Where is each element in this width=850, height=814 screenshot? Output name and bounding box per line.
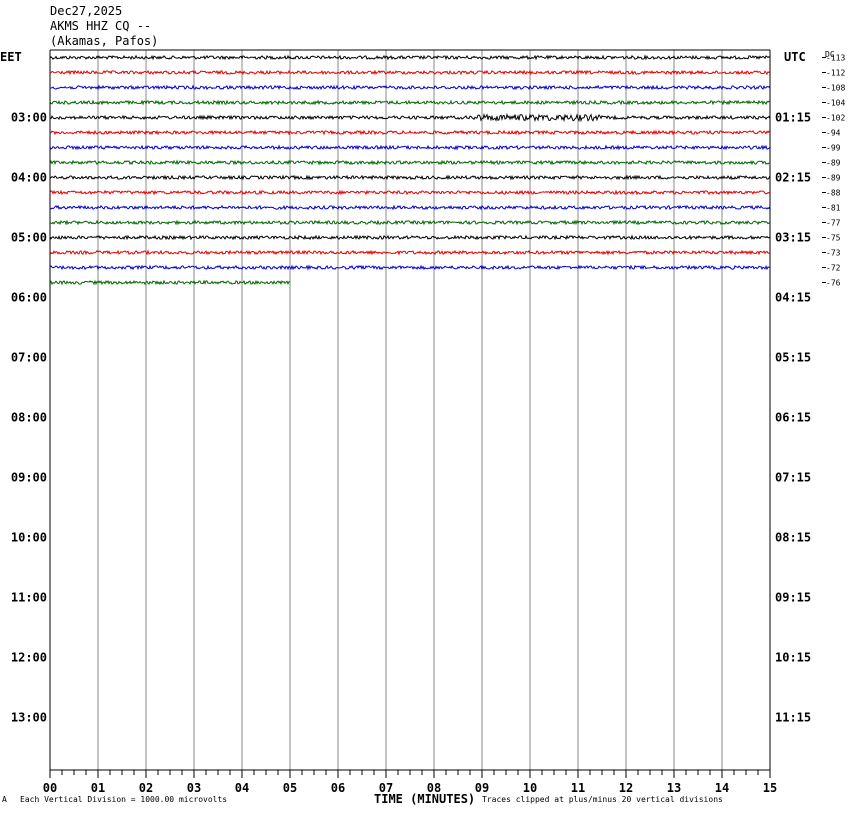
dc-offset-label: -104 [826, 99, 845, 108]
dc-offset-label: -76 [826, 279, 841, 288]
left-hour-label: 13:00 [11, 711, 47, 725]
right-hour-label: 07:15 [775, 471, 811, 485]
right-hour-label: 08:15 [775, 531, 811, 545]
x-tick-label: 02 [139, 781, 153, 795]
seismic-trace [49, 84, 771, 91]
right-hour-label: 09:15 [775, 591, 811, 605]
dc-offset-label: -72 [826, 264, 841, 273]
left-hour-label: 05:00 [11, 231, 47, 245]
dc-offset-label: -77 [826, 219, 841, 228]
dc-offset-label: -108 [826, 84, 845, 93]
x-tick-label: 03 [187, 781, 201, 795]
dc-offset-label: -89 [826, 159, 841, 168]
dc-offset-label: -113 [826, 54, 845, 63]
left-hour-label: 08:00 [11, 411, 47, 425]
station-location: (Akamas, Pafos) [50, 34, 159, 48]
x-tick-label: 01 [91, 781, 105, 795]
dc-offset-label: -99 [826, 144, 841, 153]
left-timezone-label: EET [0, 50, 22, 64]
seismic-trace [49, 112, 771, 123]
seismic-trace [49, 129, 771, 136]
x-axis-title: TIME (MINUTES) [374, 792, 476, 806]
seismic-trace [49, 204, 771, 211]
x-tick-label: 05 [283, 781, 297, 795]
dc-offset-label: -94 [826, 129, 841, 138]
x-tick-label: 06 [331, 781, 345, 795]
seismic-trace [49, 69, 771, 76]
x-tick-label: 09 [475, 781, 489, 795]
seismic-trace [49, 144, 771, 151]
seismic-trace [49, 234, 771, 241]
seismic-trace [49, 219, 771, 226]
right-hour-label: 06:15 [775, 411, 811, 425]
dc-offset-label: -75 [826, 234, 841, 243]
right-hour-label: 01:15 [775, 111, 811, 125]
dc-offset-label: -81 [826, 204, 841, 213]
seismic-trace [49, 279, 291, 286]
seismic-trace [49, 264, 771, 271]
seismic-trace [49, 174, 771, 181]
right-hour-label: 02:15 [775, 171, 811, 185]
seismic-trace [49, 54, 771, 61]
left-hour-label: 12:00 [11, 651, 47, 665]
x-tick-label: 13 [667, 781, 681, 795]
x-tick-label: 10 [523, 781, 537, 795]
station-code: AKMS HHZ CQ -- [50, 19, 152, 33]
dc-offset-label: -89 [826, 174, 841, 183]
x-tick-label: 08 [427, 781, 441, 795]
left-hour-label: 09:00 [11, 471, 47, 485]
seismic-trace [49, 159, 771, 166]
right-hour-label: 03:15 [775, 231, 811, 245]
x-tick-label: 15 [763, 781, 777, 795]
x-tick-label: 14 [715, 781, 729, 795]
clip-note: Traces clipped at plus/minus 20 vertical… [482, 795, 723, 804]
dc-offset-label: -102 [826, 114, 845, 123]
right-hour-label: 11:15 [775, 711, 811, 725]
vertical-division-note: Each Vertical Division = 1000.00 microvo… [20, 795, 228, 804]
left-hour-label: 04:00 [11, 171, 47, 185]
left-hour-label: 11:00 [11, 591, 47, 605]
right-hour-label: 04:15 [775, 291, 811, 305]
dc-offset-label: -112 [826, 69, 845, 78]
plot-date: Dec27,2025 [50, 4, 123, 18]
x-tick-label: 12 [619, 781, 633, 795]
right-hour-label: 05:15 [775, 351, 811, 365]
right-timezone-label: UTC [784, 50, 806, 64]
right-hour-label: 10:15 [775, 651, 811, 665]
dc-header-label: DC [825, 50, 835, 59]
left-hour-label: 03:00 [11, 111, 47, 125]
dc-offset-label: -88 [826, 189, 841, 198]
left-hour-label: 06:00 [11, 291, 47, 305]
left-hour-label: 10:00 [11, 531, 47, 545]
left-hour-label: 07:00 [11, 351, 47, 365]
dc-offset-label: -73 [826, 249, 841, 258]
seismic-trace [49, 189, 771, 196]
x-tick-label: 07 [379, 781, 393, 795]
x-tick-label: 00 [43, 781, 57, 795]
x-tick-label: 04 [235, 781, 249, 795]
seismic-trace [49, 99, 771, 106]
x-tick-label: 11 [571, 781, 585, 795]
corner-mark: A [2, 795, 7, 804]
seismic-trace [49, 249, 771, 256]
